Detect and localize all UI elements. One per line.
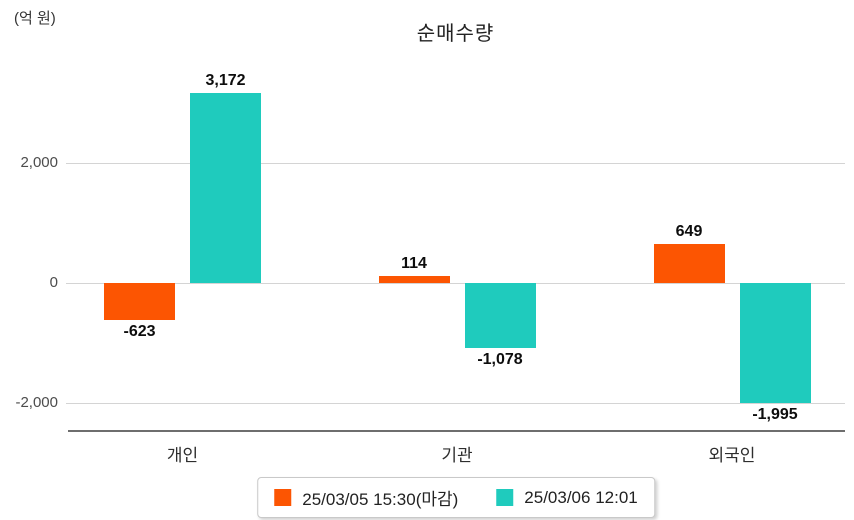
x-axis-category-label-1: 기관 bbox=[441, 446, 473, 465]
legend-swatch-teal-icon bbox=[496, 489, 514, 506]
x-axis-category-label-0: 개인 bbox=[166, 446, 199, 465]
gridline-y0 bbox=[66, 283, 845, 284]
y-axis-tick-label: 0 bbox=[49, 274, 58, 291]
legend-label-previous-session: 25/03/05 15:30(마감) bbox=[302, 490, 459, 509]
bar-value-label-series-0-cat-1: 114 bbox=[401, 255, 427, 272]
bar-series-1-cat-0 bbox=[190, 93, 261, 283]
gridline-y2000 bbox=[66, 163, 845, 164]
bar-series-1-cat-2 bbox=[739, 283, 811, 403]
chart-legend: 25/03/05 15:30(마감) 25/03/06 12:01 bbox=[257, 477, 655, 518]
bar-value-label-series-1-cat-2: -1,995 bbox=[752, 406, 798, 423]
bar-value-label-series-0-cat-0: -623 bbox=[123, 323, 156, 340]
bar-series-0-cat-0 bbox=[104, 283, 175, 320]
chart-title: 순매수량 bbox=[416, 23, 495, 45]
x-axis-category-label-2: 외국인 bbox=[708, 446, 756, 465]
y-axis-unit-label: (억 원) bbox=[14, 10, 56, 27]
bar-value-label-series-0-cat-2: 649 bbox=[675, 223, 703, 240]
bar-value-label-series-1-cat-0: 3,172 bbox=[205, 72, 246, 89]
bar-series-1-cat-1 bbox=[464, 283, 536, 348]
x-axis-line bbox=[68, 430, 845, 432]
bar-series-0-cat-2 bbox=[653, 244, 725, 283]
bar-value-label-series-1-cat-1: -1,078 bbox=[477, 351, 523, 368]
bar-series-0-cat-1 bbox=[378, 276, 450, 283]
gridline-y-2000 bbox=[66, 403, 845, 404]
y-axis-tick-label: -2,000 bbox=[15, 394, 58, 411]
legend-label-current-session: 25/03/06 12:01 bbox=[524, 487, 638, 507]
legend-swatch-orange-icon bbox=[274, 489, 292, 506]
y-axis-tick-label: 2,000 bbox=[20, 154, 58, 171]
